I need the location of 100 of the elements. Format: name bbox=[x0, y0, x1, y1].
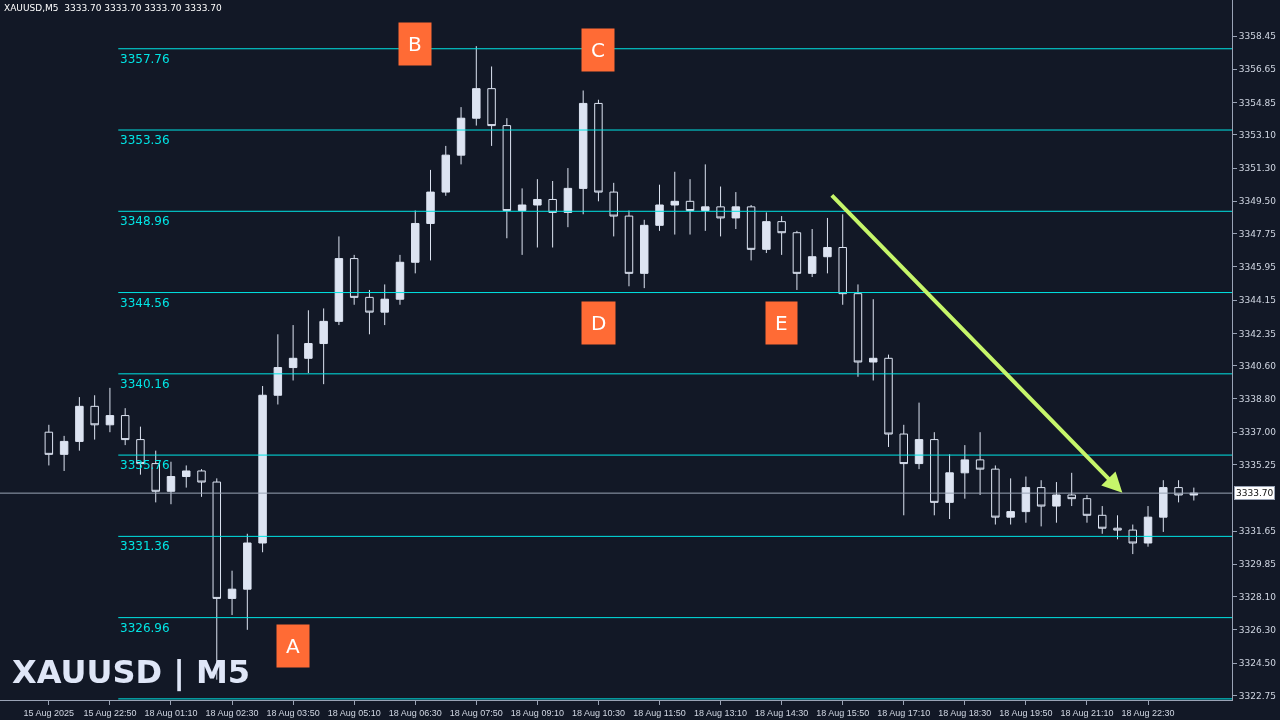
x-tick-label: 18 Aug 01:10 bbox=[144, 707, 198, 718]
candlestick bbox=[1067, 472, 1076, 507]
annotation: D bbox=[591, 311, 607, 335]
annotation: A bbox=[286, 634, 300, 658]
ref-line-label: 3348.96 bbox=[120, 214, 170, 228]
x-tick-label: 18 Aug 07:50 bbox=[449, 707, 503, 718]
y-tick-label: 3358.45 bbox=[1238, 31, 1277, 42]
annotation: E bbox=[775, 311, 788, 335]
candlestick bbox=[197, 468, 206, 498]
candlestick bbox=[533, 178, 542, 248]
candlestick bbox=[853, 283, 863, 378]
candlestick bbox=[1021, 476, 1031, 524]
candlestick bbox=[777, 215, 786, 256]
candlestick bbox=[670, 171, 680, 236]
candlestick bbox=[685, 178, 695, 236]
y-tick-label: 3347.75 bbox=[1238, 228, 1277, 239]
candlestick bbox=[792, 230, 802, 291]
candlestick bbox=[807, 228, 817, 278]
y-tick-label: 3331.65 bbox=[1238, 526, 1277, 537]
x-tick-label: 15 Aug 2025 bbox=[23, 707, 75, 718]
ref-line-label: 3340.16 bbox=[120, 377, 170, 391]
candlestick bbox=[59, 435, 69, 472]
x-tick-label: 18 Aug 22:30 bbox=[1121, 707, 1175, 718]
candlestick bbox=[395, 254, 405, 306]
candlestick bbox=[502, 117, 512, 239]
y-tick-label: 3356.65 bbox=[1238, 64, 1277, 75]
candlestick bbox=[914, 402, 924, 470]
candlestick bbox=[563, 167, 573, 228]
candlestick bbox=[1052, 481, 1061, 524]
y-tick-label: 3342.35 bbox=[1238, 328, 1277, 339]
x-tick-label: 18 Aug 13:10 bbox=[694, 707, 748, 718]
ref-line-label: 3357.76 bbox=[120, 52, 170, 66]
candlestick bbox=[456, 106, 466, 165]
x-tick-label: 18 Aug 09:10 bbox=[510, 707, 564, 718]
candlestick bbox=[548, 180, 557, 248]
candlestick bbox=[594, 99, 603, 202]
candlestick bbox=[945, 453, 954, 520]
x-tick-label: 18 Aug 11:50 bbox=[633, 707, 686, 718]
candlestick bbox=[960, 444, 970, 500]
candlestick bbox=[411, 210, 420, 274]
candlestick bbox=[1113, 514, 1122, 540]
candlestick bbox=[1128, 524, 1138, 555]
candlestick bbox=[304, 309, 313, 374]
candlestick bbox=[1143, 505, 1153, 548]
candlestick bbox=[1098, 505, 1107, 535]
annotation: XAUUSD | M5 bbox=[12, 653, 251, 692]
y-tick-label: 3354.85 bbox=[1238, 97, 1277, 108]
candlestick bbox=[365, 289, 374, 335]
candlestick bbox=[44, 424, 54, 466]
candlestick bbox=[90, 394, 99, 441]
candlestick bbox=[746, 204, 756, 261]
y-tick-label: 3351.30 bbox=[1238, 163, 1277, 174]
y-tick-label: 3338.80 bbox=[1238, 394, 1277, 405]
y-tick-label: 3344.15 bbox=[1238, 295, 1277, 306]
candlestick bbox=[517, 187, 527, 256]
candlestick bbox=[472, 45, 481, 127]
candlestick bbox=[243, 533, 252, 631]
candlestick bbox=[288, 324, 298, 381]
candlestick bbox=[1036, 479, 1046, 527]
x-tick-label: 18 Aug 21:10 bbox=[1060, 707, 1114, 718]
candlestick bbox=[578, 90, 588, 215]
y-tick-label: 3328.10 bbox=[1238, 591, 1277, 602]
chart-title: XAUUSD,M5 3333.70 3333.70 3333.70 3333.70 bbox=[4, 3, 222, 13]
candlestick bbox=[655, 184, 664, 232]
candlestick bbox=[823, 217, 832, 274]
candlestick bbox=[319, 307, 328, 385]
candlestick bbox=[120, 407, 130, 446]
y-tick-label: 3353.10 bbox=[1238, 129, 1277, 140]
y-tick-label: 3337.00 bbox=[1238, 427, 1277, 438]
candlestick bbox=[441, 145, 451, 197]
annotation: B bbox=[408, 32, 422, 56]
x-tick-label: 18 Aug 18:30 bbox=[938, 707, 992, 718]
candlestick bbox=[762, 211, 771, 254]
y-tick-label: 3345.95 bbox=[1238, 262, 1277, 273]
candlestick bbox=[869, 298, 878, 381]
candlestick bbox=[1082, 494, 1092, 524]
candlestick bbox=[258, 385, 267, 553]
candlestick bbox=[426, 169, 435, 261]
candlestick bbox=[182, 464, 191, 489]
x-tick-label: 18 Aug 15:50 bbox=[816, 707, 870, 718]
y-tick-label: 3324.50 bbox=[1238, 658, 1277, 669]
candlestick bbox=[624, 210, 634, 287]
x-tick-label: 18 Aug 17:10 bbox=[877, 707, 931, 718]
x-tick-label: 18 Aug 10:30 bbox=[571, 707, 625, 718]
candlestick bbox=[334, 235, 344, 326]
ref-line-label: 3353.36 bbox=[120, 133, 170, 147]
candlestick bbox=[884, 354, 893, 448]
y-tick-label: 3335.25 bbox=[1238, 459, 1277, 470]
x-tick-label: 18 Aug 05:10 bbox=[327, 707, 381, 718]
candlestick bbox=[105, 387, 115, 433]
candlestick bbox=[975, 431, 985, 496]
candlestick bbox=[380, 283, 389, 326]
candlestick bbox=[75, 396, 84, 452]
ref-line-label: 3344.56 bbox=[120, 296, 170, 310]
candlestick bbox=[640, 219, 649, 289]
ref-line-label: 3333.70 bbox=[1236, 488, 1274, 498]
ref-line-label: 3331.36 bbox=[120, 539, 170, 553]
y-tick-label: 3326.30 bbox=[1238, 624, 1277, 635]
candlestick bbox=[930, 431, 939, 516]
candlestick bbox=[991, 464, 1000, 526]
